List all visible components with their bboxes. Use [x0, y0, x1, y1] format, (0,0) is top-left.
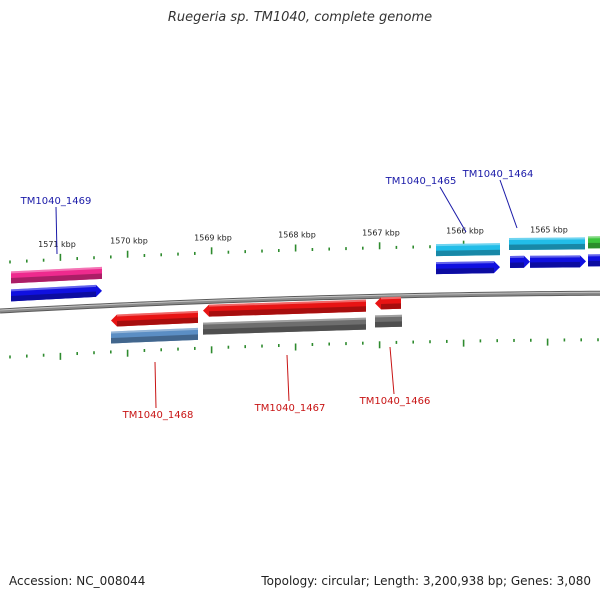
accession-text: Accession: NC_008044	[9, 574, 146, 588]
gene-label[interactable]: TM1040_1466	[359, 396, 431, 407]
cds-bar-1467-gloss	[209, 299, 366, 307]
cds-bar-1464a-shade	[510, 262, 524, 269]
gene-bar-1465	[436, 243, 500, 257]
tick-label: 1570 kbp	[110, 237, 148, 246]
gene-bar-1466-gloss	[375, 314, 402, 318]
backbone-line	[0, 291, 600, 313]
gene-label-leader	[439, 186, 467, 233]
genome-backbone	[0, 290, 600, 314]
gene-bar-1467-shade	[203, 324, 366, 335]
cds-bar-1466-gloss	[381, 296, 401, 300]
cds-bar-next-gloss	[588, 254, 600, 257]
gene-bar-1466-shade	[375, 321, 402, 328]
tick-label: 1567 kbp	[362, 228, 400, 237]
gene-bar-next-gloss	[588, 236, 600, 239]
gene-label-leader	[286, 354, 290, 402]
gene-label[interactable]: TM1040_1468	[122, 410, 194, 421]
gene-label[interactable]: TM1040_1464	[462, 169, 534, 180]
map-title: Ruegeria sp. TM1040, complete genome	[167, 10, 433, 25]
cds-bar-1464b-shade	[530, 261, 580, 268]
gene-bar-1464	[509, 237, 585, 251]
cds-bar-next	[588, 254, 600, 267]
cds-bar-next-shade	[588, 260, 600, 267]
tick-label: 1568 kbp	[278, 230, 316, 239]
tick-label: 1569 kbp	[194, 233, 232, 242]
cds-bar-1468-shade	[117, 317, 198, 327]
lower-tick-track	[9, 338, 599, 360]
gene-features	[11, 236, 600, 344]
cds-bar-1469-shade	[11, 291, 96, 302]
gene-bar-1464-gloss	[509, 237, 585, 241]
cds-bar-1467	[203, 299, 366, 317]
cds-bar-1469-gloss	[11, 284, 96, 292]
gene-label[interactable]: TM1040_1469	[20, 196, 92, 207]
gene-label-leader	[154, 361, 157, 409]
cds-bar-1467-shade	[209, 306, 366, 317]
cds-bar-1465-shade	[436, 267, 494, 275]
cds-bar-1464b-gloss	[530, 255, 580, 258]
gene-label[interactable]: TM1040_1467	[254, 403, 326, 414]
gene-bar-next	[588, 236, 600, 249]
gene-label-leader	[55, 206, 58, 255]
gene-bar-1469-shade	[11, 273, 102, 284]
gene-bar-1465-shade	[436, 249, 500, 257]
cds-bar-1465-gloss	[436, 261, 494, 265]
gene-bar-1464-shade	[509, 243, 585, 251]
gene-bar-1468	[111, 327, 198, 344]
gene-bar-1466	[375, 314, 402, 328]
backbone-highlight	[0, 291, 600, 311]
gene-bar-1469	[11, 266, 102, 284]
cds-bar-1465	[436, 261, 500, 275]
cds-bar-1468	[111, 310, 198, 327]
cds-bar-1464a-gloss	[510, 255, 524, 259]
gene-bar-1469-gloss	[11, 266, 102, 274]
gene-label-leader	[499, 179, 518, 229]
gene-bar-1465-gloss	[436, 243, 500, 247]
gene-bar-1467	[203, 317, 366, 335]
gene-bar-1467-gloss	[203, 317, 366, 325]
cds-bar-1466	[375, 296, 401, 310]
cds-bar-1466-shade	[381, 303, 401, 310]
tick-label: 1565 kbp	[530, 226, 568, 235]
gene-bar-1468-shade	[111, 334, 198, 344]
cds-bar-1469	[11, 284, 102, 302]
cds-bar-1468-gloss	[117, 310, 198, 317]
gene-bar-1468-gloss	[111, 327, 198, 334]
genome-summary-text: Topology: circular; Length: 3,200,938 bp…	[261, 574, 591, 588]
gene-label-leader	[389, 346, 395, 395]
gene-bar-next-shade	[588, 242, 600, 249]
cds-bar-1464a	[510, 255, 530, 269]
cds-bar-1464b	[530, 255, 586, 268]
gene-labels: TM1040_1469 TM1040_1465 TM1040_1464 TM1040_…	[20, 169, 534, 421]
gene-label[interactable]: TM1040_1465	[385, 176, 457, 187]
